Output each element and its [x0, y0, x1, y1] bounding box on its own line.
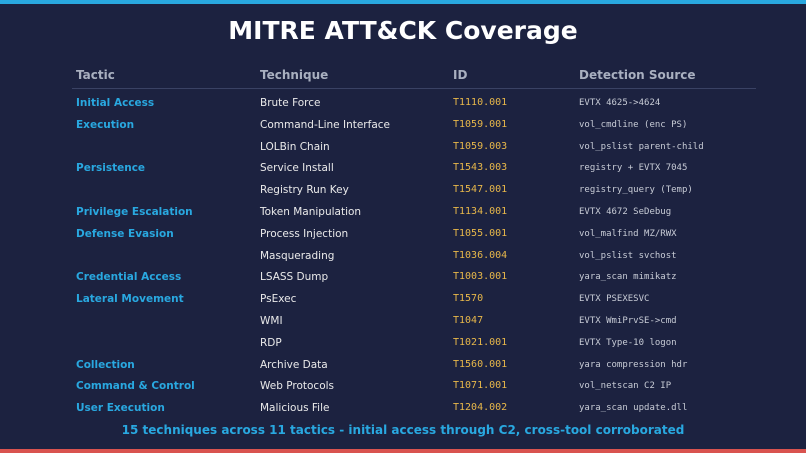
id-cell: T1055.001: [453, 227, 508, 239]
id-cell: T1021.001: [453, 336, 508, 348]
tactic-cell: Privilege Escalation: [76, 206, 193, 218]
technique-cell: Command-Line Interface: [260, 118, 390, 131]
id-cell: T1003.001: [453, 271, 508, 283]
id-cell: T1547.001: [453, 184, 508, 196]
tactic-cell: Execution: [76, 118, 135, 131]
id-cell: T1560.001: [453, 358, 508, 370]
technique-cell: Malicious File: [260, 402, 330, 415]
technique-cell: Brute Force: [260, 97, 321, 109]
top-stripe: [0, 0, 806, 4]
tactic-cell: Defense Evasion: [76, 227, 174, 240]
column-header: Detection Source: [579, 68, 696, 82]
id-cell: T1059.003: [453, 140, 508, 152]
id-cell: T1110.001: [453, 97, 508, 108]
column-header: ID: [453, 68, 468, 82]
source-cell: registry_query (Temp): [579, 185, 693, 196]
source-cell: EVTX Type-10 logon: [579, 337, 677, 348]
source-cell: vol_cmdline (enc PS): [579, 119, 688, 130]
column-header: Technique: [260, 68, 329, 82]
source-cell: vol_netscan C2 IP: [579, 381, 672, 392]
technique-cell: Registry Run Key: [260, 184, 349, 197]
technique-cell: Service Install: [260, 162, 334, 175]
id-cell: T1204.002: [453, 402, 508, 414]
column-header: Tactic: [76, 68, 115, 82]
technique-cell: Archive Data: [260, 358, 328, 371]
technique-cell: Masquerading: [260, 249, 335, 262]
tactic-cell: Collection: [76, 358, 135, 371]
technique-cell: LSASS Dump: [260, 271, 329, 284]
technique-cell: Token Manipulation: [260, 206, 362, 218]
header-rule: [72, 88, 756, 89]
tactic-cell: Credential Access: [76, 271, 182, 284]
technique-cell: LOLBin Chain: [260, 140, 330, 153]
source-cell: yara_scan mimikatz: [579, 272, 677, 283]
tactic-cell: Persistence: [76, 162, 146, 175]
source-cell: vol_malfind MZ/RWX: [579, 228, 677, 239]
technique-cell: Web Protocols: [260, 380, 335, 393]
id-cell: T1134.001: [453, 206, 508, 217]
source-cell: EVTX PSEXESVC: [579, 294, 650, 305]
id-cell: T1036.004: [453, 249, 508, 261]
technique-cell: Process Injection: [260, 227, 349, 240]
tactic-cell: Command & Control: [76, 380, 195, 393]
tactic-cell: Initial Access: [76, 97, 155, 109]
source-cell: EVTX 4625->4624: [579, 98, 661, 108]
source-cell: EVTX WmiPrvSE->cmd: [579, 316, 677, 326]
technique-cell: PsExec: [260, 293, 297, 306]
tactic-cell: Lateral Movement: [76, 293, 184, 306]
id-cell: T1059.001: [453, 118, 508, 130]
technique-cell: RDP: [260, 336, 282, 349]
footer-note: 15 techniques across 11 tactics - initia…: [121, 423, 685, 437]
source-cell: yara compression hdr: [579, 359, 688, 370]
source-cell: EVTX 4672 SeDebug: [579, 207, 672, 217]
source-cell: vol_pslist svchost: [579, 250, 677, 261]
id-cell: T1570: [453, 293, 484, 305]
bottom-stripe: [0, 449, 806, 453]
id-cell: T1071.001: [453, 380, 508, 392]
slide-title: MITRE ATT&CK Coverage: [228, 16, 578, 45]
tactic-cell: User Execution: [76, 402, 165, 415]
technique-cell: WMI: [260, 315, 283, 327]
source-cell: vol_pslist parent-child: [579, 141, 704, 152]
id-cell: T1543.003: [453, 162, 508, 174]
source-cell: registry + EVTX 7045: [579, 163, 688, 174]
id-cell: T1047: [453, 315, 484, 326]
source-cell: yara_scan update.dll: [579, 403, 688, 414]
